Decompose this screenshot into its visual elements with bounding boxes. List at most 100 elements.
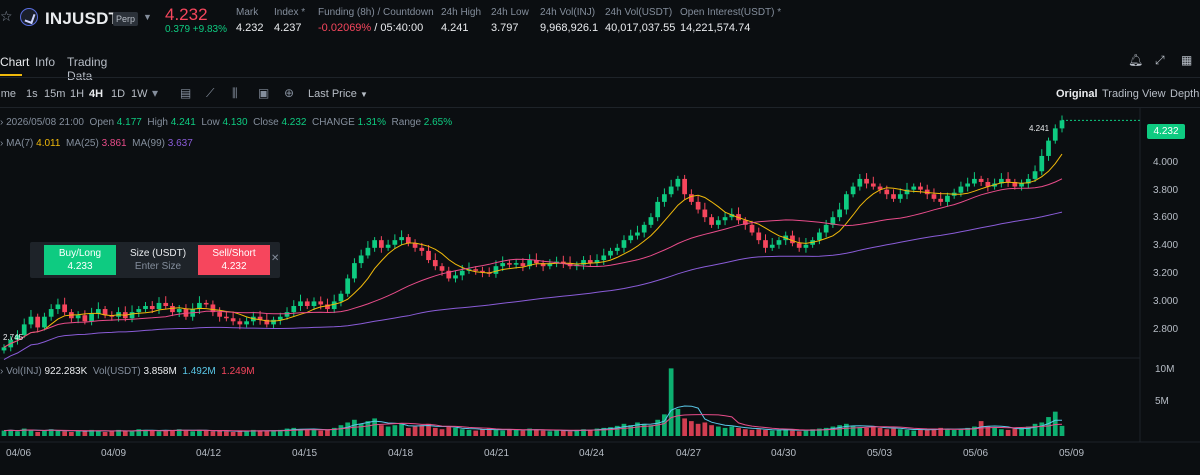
expand-arrow-icon[interactable]: › xyxy=(0,366,4,377)
symbol-name[interactable]: INJUSDT xyxy=(45,9,120,28)
crosshair-icon[interactable]: ⊕ xyxy=(284,86,295,100)
candle-body xyxy=(493,266,499,274)
candle-body xyxy=(931,194,937,199)
date-tick: 05/03 xyxy=(867,448,893,459)
ma99-value: 3.637 xyxy=(167,138,193,149)
candlestick-icon[interactable]: ⫼ xyxy=(232,86,238,100)
interval-1s[interactable]: 1s xyxy=(26,88,38,100)
interval-1h[interactable]: 1H xyxy=(70,88,85,100)
candle-body xyxy=(358,255,364,264)
candle-body xyxy=(1046,140,1051,156)
candle-body xyxy=(291,306,297,313)
price-tick: 2.800 xyxy=(1153,324,1179,335)
candle-body xyxy=(197,302,202,310)
volume-bar xyxy=(715,426,721,436)
volume-bar xyxy=(480,429,485,436)
candle-body xyxy=(405,237,411,244)
candle-body xyxy=(318,301,324,305)
sell-label: Sell/Short xyxy=(212,248,256,259)
volume-bar xyxy=(891,428,896,436)
candle-body xyxy=(446,270,452,279)
candle-body xyxy=(628,235,634,241)
volume-bar xyxy=(992,427,997,436)
buy-label: Buy/Long xyxy=(58,248,102,259)
candle-body xyxy=(513,263,519,265)
buy-long-button[interactable]: Buy/Long 4.233 xyxy=(44,245,116,275)
volume-bar xyxy=(817,428,822,436)
date-tick: 04/09 xyxy=(101,448,127,459)
volume-bar xyxy=(655,419,661,436)
volume-bar xyxy=(473,430,479,436)
stat-index[interactable]: Index * 4.237 xyxy=(274,7,305,34)
volume-bar xyxy=(675,408,681,436)
expand-icon[interactable]: ⤢ xyxy=(1155,53,1165,67)
size-input[interactable]: Size (USDT) Enter Size xyxy=(120,245,196,275)
volume-bar xyxy=(35,431,41,436)
interval-1w[interactable]: 1W xyxy=(131,88,148,100)
expand-arrow-icon[interactable]: › xyxy=(0,138,4,149)
candle-body xyxy=(271,319,276,325)
volume-tick: 10M xyxy=(1155,364,1175,375)
volume-bar xyxy=(75,430,81,436)
close-icon[interactable]: ✕ xyxy=(271,253,280,264)
interval-1d[interactable]: 1D xyxy=(111,88,126,100)
countdown: / 05:40:00 xyxy=(371,22,424,34)
price-type-select[interactable]: Last Price ▼ xyxy=(308,88,368,100)
candle-body xyxy=(897,194,903,199)
chevron-down-icon[interactable]: ▼ xyxy=(143,12,152,22)
view-depth[interactable]: Depth xyxy=(1170,88,1200,100)
indicator-icon[interactable]: ▣ xyxy=(258,86,270,100)
date-tick: 05/06 xyxy=(963,448,989,459)
open-value: 4.177 xyxy=(116,117,142,128)
calendar-icon[interactable]: ▤ xyxy=(180,86,192,100)
candle-body xyxy=(540,263,546,267)
volume-bar xyxy=(796,431,802,436)
candle-body xyxy=(911,186,917,190)
line-chart-icon[interactable]: ⟋ xyxy=(206,86,215,100)
favorite-star-icon[interactable]: ☆ xyxy=(0,8,13,24)
volume-bar xyxy=(122,430,128,436)
candle-body xyxy=(372,240,377,248)
tab-chart[interactable]: Chart xyxy=(0,55,30,69)
candle-body xyxy=(587,260,593,264)
view-trading-view[interactable]: Trading View xyxy=(1102,88,1166,100)
volume-bar xyxy=(668,368,674,436)
bell-icon[interactable]: 🔔︎ xyxy=(1128,53,1144,67)
stat-label: Mark xyxy=(236,7,259,18)
volume-bar xyxy=(594,428,600,436)
sell-short-button[interactable]: Sell/Short 4.232 xyxy=(198,245,270,275)
candle-body xyxy=(817,232,822,241)
stat-open-interest[interactable]: Open Interest(USDT) * 14,221,574.74 xyxy=(680,7,781,34)
volume-bar xyxy=(527,428,532,436)
expand-arrow-icon[interactable]: › xyxy=(0,117,4,128)
volume-bar xyxy=(257,430,263,436)
candle-body xyxy=(682,178,687,195)
volume-bar xyxy=(803,430,809,436)
candle-body xyxy=(1005,178,1011,182)
interval-time[interactable]: Time xyxy=(0,88,17,100)
candle-body xyxy=(1019,183,1024,187)
grid-layout-icon[interactable]: ▦ xyxy=(1181,53,1193,67)
volume-bar xyxy=(453,427,458,436)
volume-bar xyxy=(277,429,283,436)
ma7-line xyxy=(3,153,1063,348)
volume-bar xyxy=(358,423,364,436)
candle-body xyxy=(298,301,303,306)
volume-bar xyxy=(911,430,917,436)
view-original[interactable]: Original xyxy=(1056,88,1098,100)
chevron-down-icon[interactable]: ▾ xyxy=(152,86,159,100)
active-tab-indicator xyxy=(0,74,22,76)
volume-bar xyxy=(82,431,88,436)
volume-bar xyxy=(965,427,971,436)
interval-4h[interactable]: 4H xyxy=(89,88,104,100)
interval-15m[interactable]: 15m xyxy=(44,88,66,100)
candle-body xyxy=(884,189,890,195)
volume-bar xyxy=(163,430,169,436)
volume-bar xyxy=(284,428,290,436)
tab-trading-data[interactable]: Trading Data xyxy=(67,55,108,83)
volume-bar xyxy=(352,419,357,436)
candle-body xyxy=(412,243,418,248)
volume-bar xyxy=(69,431,74,436)
tab-info[interactable]: Info xyxy=(35,55,56,69)
